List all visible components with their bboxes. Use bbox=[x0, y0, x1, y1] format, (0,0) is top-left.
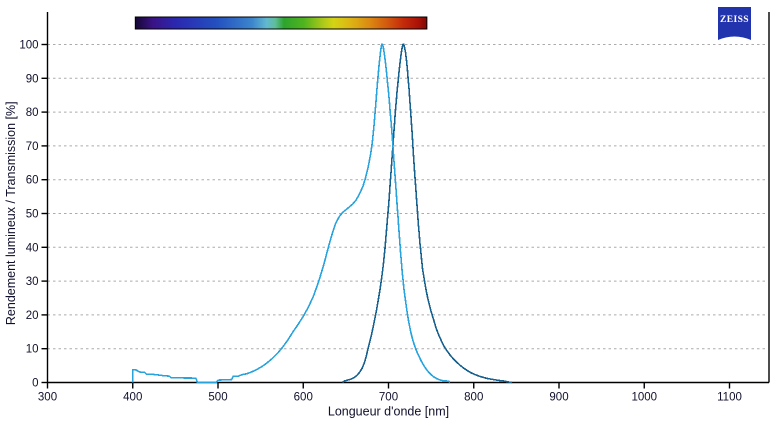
y-tick-label: 100 bbox=[19, 40, 38, 52]
x-tick-label: 800 bbox=[464, 392, 483, 404]
y-tick-label: 40 bbox=[26, 242, 39, 254]
y-tick-label: 60 bbox=[26, 175, 39, 187]
zeiss-logo-graphic: ZEISS bbox=[718, 7, 751, 40]
y-tick-label: 50 bbox=[26, 209, 39, 221]
x-tick-label: 600 bbox=[294, 392, 313, 404]
x-tick-label: 1000 bbox=[631, 392, 657, 404]
series-transmission bbox=[131, 43, 451, 384]
zeiss-logo-text: ZEISS bbox=[720, 15, 749, 25]
spectrum-bar bbox=[134, 16, 428, 30]
y-tick-label: 70 bbox=[26, 141, 39, 153]
x-tick-label: 700 bbox=[379, 392, 398, 404]
x-axis-title: Longueur d'onde [nm] bbox=[328, 405, 449, 419]
y-tick-label: 80 bbox=[26, 107, 39, 119]
x-tick-label: 300 bbox=[38, 392, 57, 404]
y-tick-label: 90 bbox=[26, 73, 39, 85]
x-tick-label: 500 bbox=[208, 392, 227, 404]
y-tick-label: 10 bbox=[26, 344, 39, 356]
y-tick-label: 20 bbox=[26, 310, 39, 322]
y-tick-label: 30 bbox=[26, 276, 39, 288]
x-tick-label: 1100 bbox=[717, 392, 742, 404]
zeiss-logo-shape bbox=[718, 7, 751, 40]
y-tick-label: 0 bbox=[32, 378, 38, 390]
x-tick-label: 400 bbox=[123, 392, 142, 404]
x-tick-label: 900 bbox=[549, 392, 568, 404]
y-axis-title: Rendement lumineux / Transmission [%] bbox=[4, 101, 18, 325]
zeiss-logo: ZEISS bbox=[718, 7, 751, 42]
series-rendement-lumineux bbox=[341, 43, 513, 384]
